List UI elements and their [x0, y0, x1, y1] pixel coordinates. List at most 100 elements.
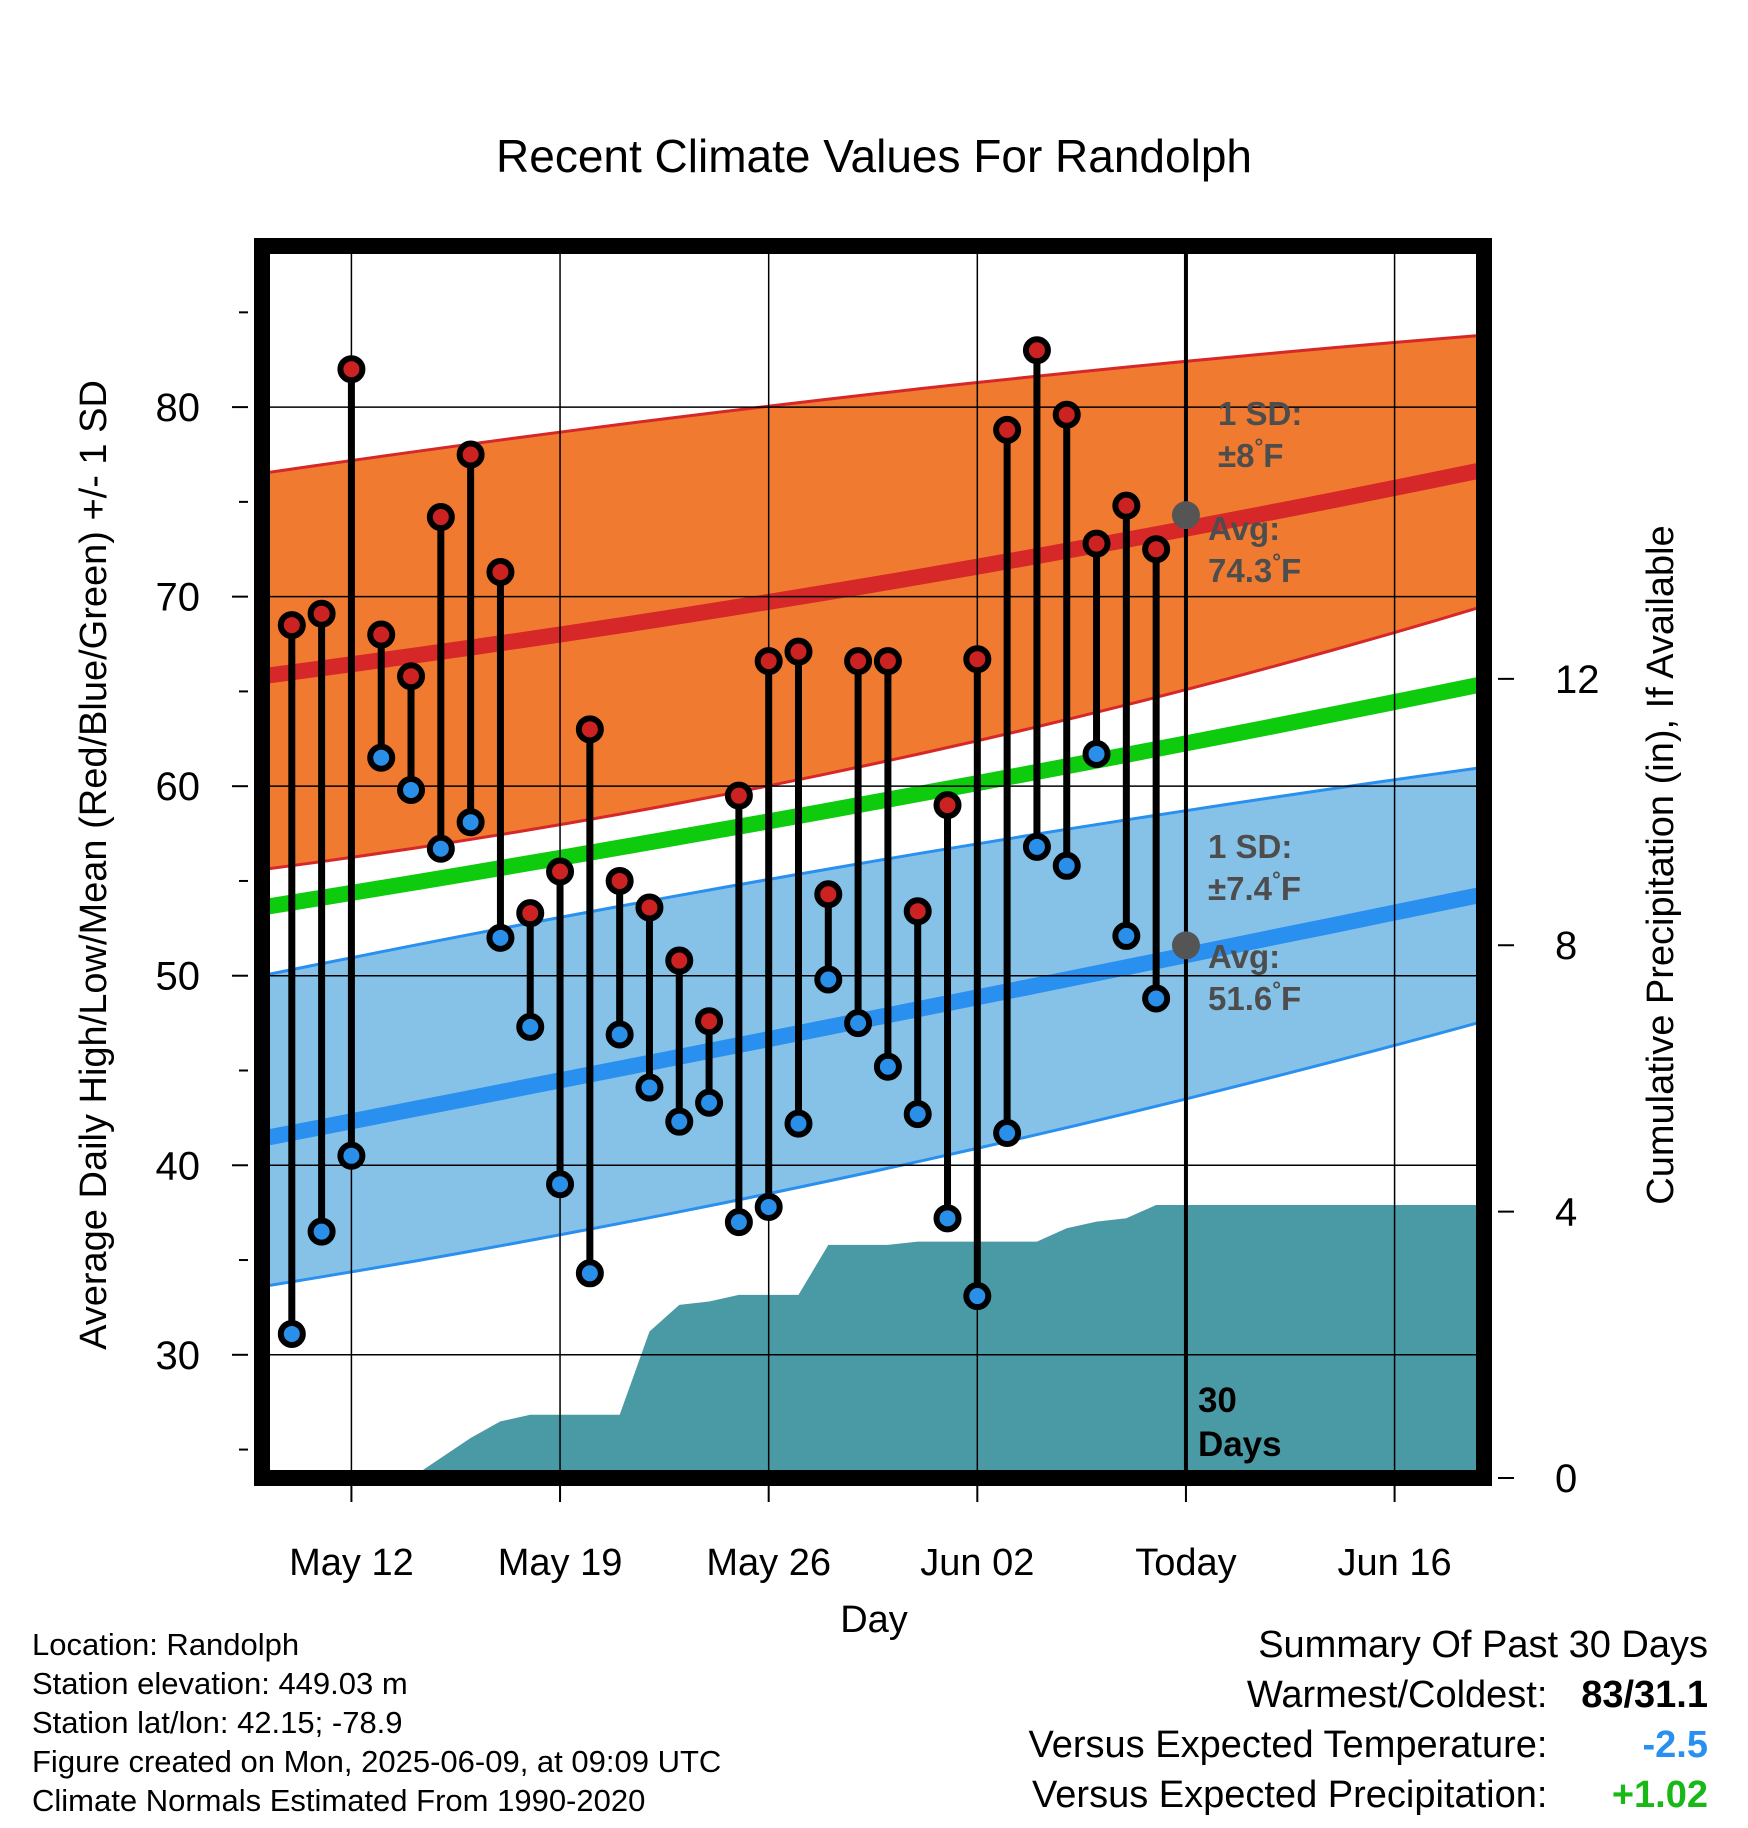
left-tick-label-50: 50 [156, 955, 201, 999]
left-tick-label-70: 70 [156, 576, 201, 620]
low-sd-band [262, 765, 1484, 1289]
location-text: Location: Randolph [32, 1627, 300, 1662]
daily-low-point [1082, 739, 1111, 768]
warmest-coldest-label: Warmest/Coldest: [1246, 1674, 1548, 1716]
daily-low-point [963, 1282, 992, 1311]
cumulative-precip-area [262, 1205, 1484, 1478]
left-tick-label-30: 30 [156, 1334, 201, 1378]
temp-vs-expected-value: -2.5 [1642, 1724, 1708, 1766]
daily-low-point [397, 775, 426, 804]
daily-high-point [1082, 529, 1111, 558]
daily-low-point [426, 834, 455, 863]
daily-low-point [546, 1170, 575, 1199]
summary-precip: Versus Expected Precipitation: +1.02 [748, 1770, 1708, 1820]
high-avg-label: Avg: [1208, 510, 1280, 547]
elevation-text: Station elevation: 449.03 m [32, 1666, 408, 1701]
temp-vs-expected-label: Versus Expected Temperature: [1028, 1724, 1548, 1766]
daily-low-point [903, 1100, 932, 1129]
daily-high-point [695, 1007, 724, 1036]
left-tick-label-40: 40 [156, 1144, 201, 1188]
daily-low-point [1112, 921, 1141, 950]
plot-frame [254, 238, 1492, 1486]
high-sd-label: 1 SD: [1218, 395, 1302, 432]
daily-low-point [844, 1009, 873, 1038]
y-axis-label-right: Cumulative Precipitation (in), If Availa… [1640, 525, 1682, 1204]
daily-high-point [724, 781, 753, 810]
daily-high-point [367, 620, 396, 649]
daily-low-point [993, 1119, 1022, 1148]
y-axis-label-left: Average Daily High/Low/Mean (Red/Blue/Gr… [73, 380, 115, 1350]
daily-high-point [397, 662, 426, 691]
daily-low-point [754, 1192, 783, 1221]
x-tick-label-jun-16: Jun 16 [1338, 1542, 1452, 1584]
daily-high-point [1142, 535, 1171, 564]
high-avg-value: 74.3°F [1208, 549, 1301, 589]
daily-low-point [635, 1073, 664, 1102]
daily-high-point [933, 791, 962, 820]
x-tick-label-today: Today [1135, 1542, 1236, 1584]
today-label-days-count: 30 [1198, 1381, 1237, 1420]
daily-high-point [754, 647, 783, 676]
daily-high-point [1022, 336, 1051, 365]
daily-high-point [307, 599, 336, 628]
daily-low-point [814, 965, 843, 994]
normal-low-line [262, 886, 1484, 1147]
low-sd-band-upper-edge [262, 765, 1484, 978]
low-avg-marker [1171, 931, 1200, 960]
daily-low-point [307, 1217, 336, 1246]
daily-high-point [844, 647, 873, 676]
daily-low-point [784, 1109, 813, 1138]
daily-low-point [605, 1020, 634, 1049]
daily-low-point [575, 1259, 604, 1288]
normal-low-line-group [262, 886, 1484, 1147]
summary-temp: Versus Expected Temperature: -2.5 [748, 1720, 1708, 1770]
station-info: Location: Randolph Station elevation: 44… [32, 1625, 721, 1820]
precip-vs-expected-value: +1.02 [1611, 1774, 1708, 1816]
daily-low-point [367, 743, 396, 772]
daily-high-point [486, 558, 515, 587]
left-tick-label-80: 80 [156, 386, 201, 430]
normal-mean-line-group [262, 675, 1484, 916]
daily-high-point [426, 503, 455, 532]
low-sd-value: ±7.4°F [1208, 867, 1301, 907]
right-tick-label-12: 12 [1555, 658, 1600, 702]
summary-panel: Summary Of Past 30 Days Warmest/Coldest:… [748, 1620, 1708, 1820]
daily-low-point [486, 923, 515, 952]
daily-high-point [814, 880, 843, 909]
daily-high-point [963, 645, 992, 674]
x-tick-label-may-19: May 19 [498, 1542, 623, 1584]
daily-high-point [665, 946, 694, 975]
created-text: Figure created on Mon, 2025-06-09, at 09… [32, 1744, 722, 1779]
low-avg-label: Avg: [1208, 938, 1280, 975]
low-sd-band-lower-edge [262, 1019, 1484, 1289]
daily-high-point [456, 440, 485, 469]
daily-high-point [605, 866, 634, 895]
daily-low-point [516, 1012, 545, 1041]
high-avg-marker [1171, 501, 1200, 530]
normal-high-line [262, 461, 1484, 685]
precip-vs-expected-label: Versus Expected Precipitation: [1032, 1774, 1548, 1816]
daily-low-point [1142, 984, 1171, 1013]
daily-high-point [337, 355, 366, 384]
right-tick-label-0: 0 [1555, 1457, 1577, 1501]
daily-low-point [1052, 851, 1081, 880]
x-tick-label-may-26: May 26 [706, 1542, 831, 1584]
daily-high-point [277, 611, 306, 640]
today-label-days-word: Days [1198, 1425, 1282, 1464]
daily-low-point [873, 1052, 902, 1081]
daily-high-point [635, 893, 664, 922]
daily-high-point [1112, 491, 1141, 520]
normals-text: Climate Normals Estimated From 1990-2020 [32, 1783, 646, 1818]
summary-heading: Summary Of Past 30 Days [1258, 1624, 1708, 1666]
daily-high-point [784, 637, 813, 666]
daily-high-point [1052, 400, 1081, 429]
daily-high-point [575, 715, 604, 744]
x-tick-label-jun-02: Jun 02 [920, 1542, 1034, 1584]
daily-high-point [993, 415, 1022, 444]
high-sd-band-fill [262, 335, 1484, 870]
daily-low-point [695, 1088, 724, 1117]
normal-high-line-group [262, 461, 1484, 685]
left-tick-label-60: 60 [156, 765, 201, 809]
